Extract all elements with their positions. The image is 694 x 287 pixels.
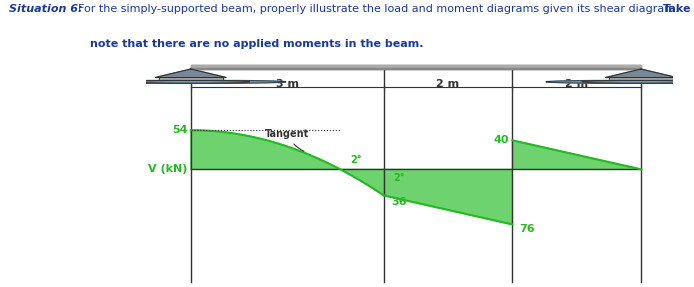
Text: V (kN): V (kN) (149, 164, 187, 174)
Text: Situation 6:: Situation 6: (9, 4, 83, 14)
Text: 2 m: 2 m (565, 79, 589, 88)
Polygon shape (384, 169, 512, 224)
Polygon shape (341, 169, 384, 195)
Polygon shape (155, 69, 226, 77)
Polygon shape (191, 65, 641, 67)
Polygon shape (512, 140, 641, 169)
Circle shape (582, 80, 694, 83)
Circle shape (96, 80, 250, 83)
Polygon shape (191, 130, 340, 169)
Text: Take: Take (663, 4, 691, 14)
Text: For the simply-supported beam, properly illustrate the load and moment diagrams : For the simply-supported beam, properly … (78, 4, 683, 14)
Text: 2°: 2° (393, 173, 405, 183)
Polygon shape (191, 68, 641, 69)
Text: 76: 76 (519, 224, 534, 234)
Circle shape (545, 80, 694, 83)
Text: Tangent: Tangent (265, 129, 310, 151)
Circle shape (132, 80, 286, 83)
Text: 54: 54 (172, 125, 187, 135)
Polygon shape (191, 65, 641, 69)
Polygon shape (159, 77, 223, 80)
Text: 2°: 2° (350, 155, 362, 165)
Text: note that there are no applied moments in the beam.: note that there are no applied moments i… (90, 39, 424, 49)
Polygon shape (606, 69, 677, 77)
Polygon shape (609, 77, 673, 80)
Text: 3 m: 3 m (276, 79, 298, 88)
Text: 40: 40 (493, 135, 509, 145)
Text: 2 m: 2 m (437, 79, 459, 88)
Text: 36: 36 (391, 197, 407, 207)
